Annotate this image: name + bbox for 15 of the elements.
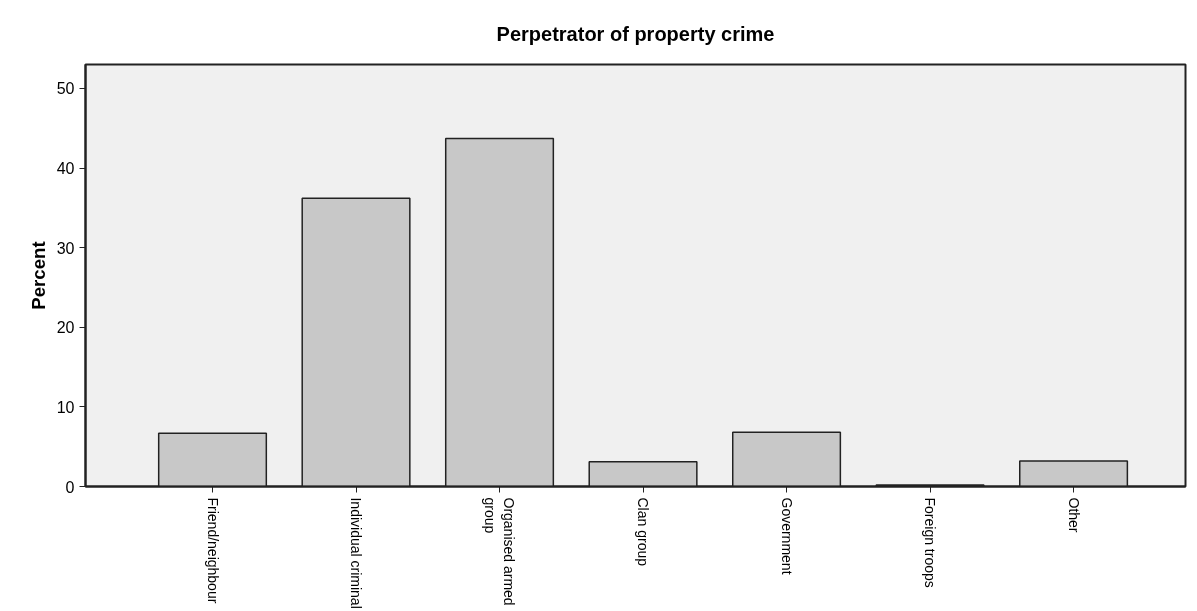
- x-tick-label: Clan group: [635, 497, 652, 567]
- chart-title: Perpetrator of property crime: [496, 22, 775, 45]
- x-tick-label: Other: [1065, 497, 1082, 533]
- y-tick-label: 0: [65, 478, 75, 496]
- x-tick-label: Friend/neighbour: [204, 497, 221, 604]
- x-tick-label: Government: [778, 497, 795, 575]
- x-tick-label: Organised armed group: [481, 497, 518, 606]
- y-tick-label: 50: [56, 80, 75, 98]
- y-tick-label: 30: [56, 239, 75, 257]
- y-tick-label: 10: [56, 398, 75, 416]
- y-tick-label: 20: [56, 319, 75, 337]
- x-tick-label: Individual criminal: [348, 497, 365, 609]
- y-axis-title: Percent: [27, 241, 49, 310]
- x-tick-label: Foreign troops: [922, 497, 939, 588]
- y-tick-label: 40: [56, 160, 75, 178]
